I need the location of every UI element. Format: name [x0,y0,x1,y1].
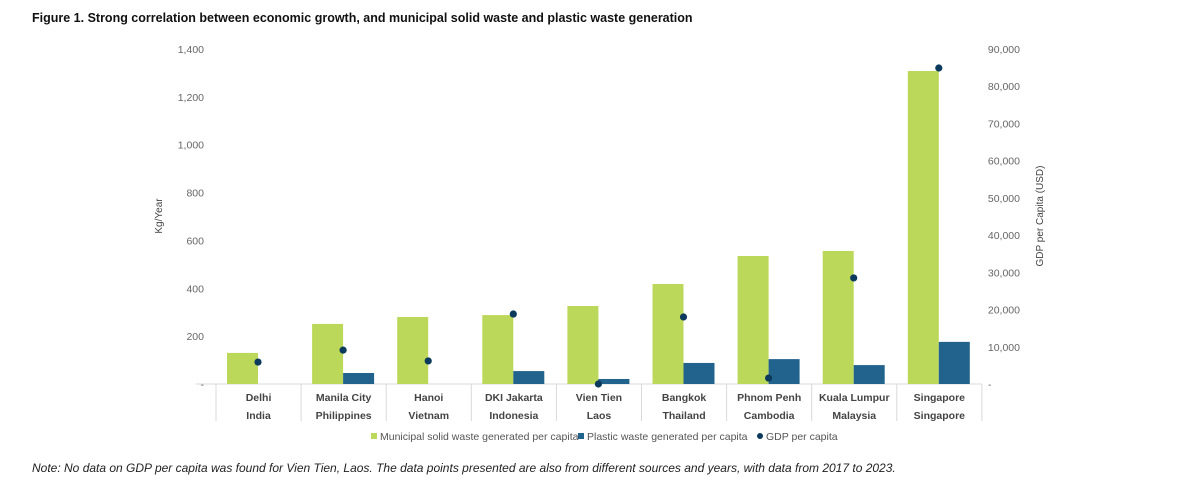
legend-label: Municipal solid waste generated per capi… [380,431,579,443]
category-label: Delhi [246,392,272,404]
legend-swatch [578,433,584,439]
country-label: Cambodia [744,410,795,422]
msw-bar [312,323,344,384]
country-label: India [246,410,271,422]
country-label: Laos [587,410,612,422]
y-tick-label: - [201,379,205,391]
category-label: Manila City [316,392,372,404]
y-tick-label: 800 [186,188,204,200]
figure-title: Figure 1. Strong correlation between eco… [32,11,693,25]
plastic-bar [938,341,970,384]
msw-bar [227,352,258,384]
country-label: Philippines [316,410,372,422]
plastic-bar [513,371,545,384]
legend-swatch [757,433,763,439]
y2-tick-label: 70,000 [988,118,1020,130]
country-label: Indonesia [489,410,538,422]
plastic-bar [343,372,375,384]
figure-note: Note: No data on GDP per capita was foun… [32,461,896,475]
gdp-point [339,346,347,354]
legend-label: GDP per capita [766,431,838,443]
gdp-point [509,310,517,318]
y2-tick-label: 90,000 [988,44,1020,56]
y-tick-label: 600 [186,235,204,247]
plastic-bar [853,365,885,384]
chart: - 200 400 600 800 1,000 1,200 1,400 - 10,000 20,00… [154,44,1046,443]
plastic-bar [598,378,630,384]
country-label: Singapore [914,410,966,422]
gdp-point [935,64,943,72]
category-label: Phnom Penh [737,392,801,404]
y-tick-label: 1,000 [178,140,204,152]
msw-bar [652,283,684,384]
y2-tick-label: 10,000 [988,342,1020,354]
category-label: DKI Jakarta [485,392,543,404]
msw-bar [907,71,939,384]
category-label: Kuala Lumpur [819,392,890,404]
country-label: Thailand [662,410,705,422]
y-tick-label: 1,400 [178,44,204,56]
y-tick-label: 400 [186,283,204,295]
msw-bar [567,305,599,384]
category-label: Singapore [914,392,966,404]
msw-bar [482,315,514,384]
category-label: Bangkok [662,392,707,404]
y-axis-label: Kg/Year [154,198,165,234]
y-tick-label: 1,200 [178,92,204,104]
y2-tick-label: 20,000 [988,305,1020,317]
gdp-point [254,358,262,366]
category-label: Hanoi [414,392,443,404]
y2-tick-label: 60,000 [988,156,1020,168]
gdp-point [850,274,858,282]
gdp-point [424,357,432,365]
y2-tick-label: 40,000 [988,230,1020,242]
country-label: Vietnam [408,410,449,422]
legend-swatch [371,433,377,439]
country-label: Malaysia [832,410,876,422]
legend-label: Plastic waste generated per capita [587,431,748,443]
msw-bar [822,250,854,384]
msw-bar [737,255,769,384]
y2-tick-label: 30,000 [988,267,1020,279]
y2-tick-label: 50,000 [988,193,1020,205]
category-label: Vien Tien [576,392,622,404]
plastic-bar [768,359,800,384]
y2-tick-label: - [988,379,992,391]
msw-bar [397,317,429,384]
gdp-point [594,380,603,388]
y-tick-label: 200 [186,331,204,343]
gdp-point [679,313,688,321]
plastic-bar [683,362,715,384]
y2-axis-label: GDP per Capita (USD) [1035,166,1046,267]
y2-tick-label: 80,000 [988,81,1020,93]
gdp-point [765,374,773,382]
